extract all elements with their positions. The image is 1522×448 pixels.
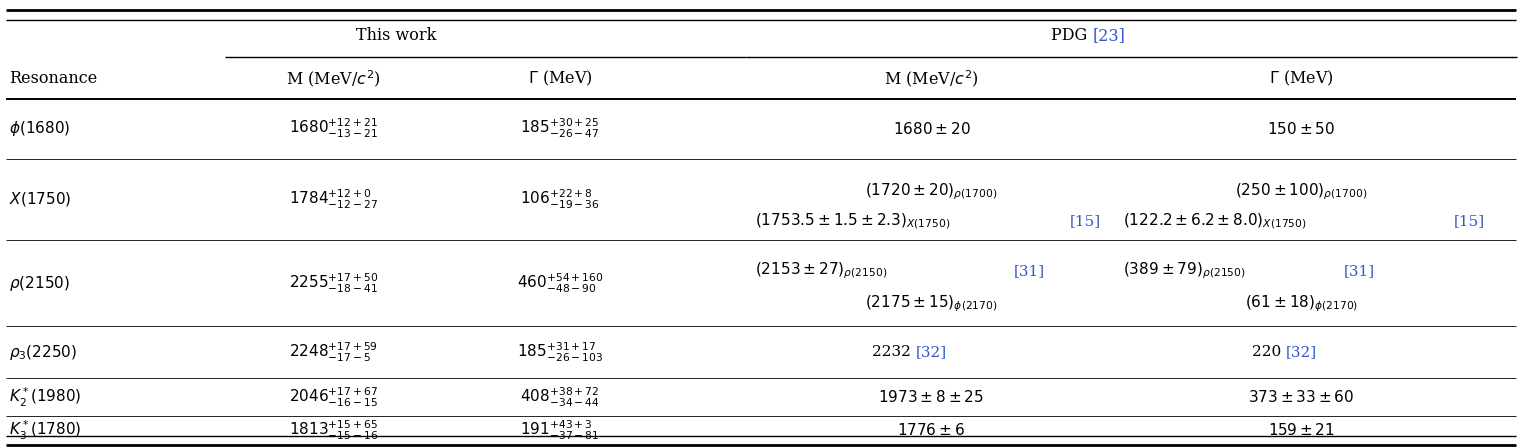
Text: $K_2^*(1980)$: $K_2^*(1980)$ xyxy=(9,385,82,409)
Text: [31]: [31] xyxy=(1014,264,1044,278)
Text: $K_3^*(1780)$: $K_3^*(1780)$ xyxy=(9,418,82,442)
Text: [31]: [31] xyxy=(1344,264,1374,278)
Text: $\Gamma$ (MeV): $\Gamma$ (MeV) xyxy=(1269,69,1333,88)
Text: [15]: [15] xyxy=(1454,214,1484,228)
Text: 220: 220 xyxy=(1253,345,1286,359)
Text: 2232: 2232 xyxy=(872,345,916,359)
Text: $(61 \pm 18)_{\phi(2170)}$: $(61 \pm 18)_{\phi(2170)}$ xyxy=(1245,293,1358,314)
Text: $373 \pm 33 \pm 60$: $373 \pm 33 \pm 60$ xyxy=(1248,389,1355,405)
Text: $1973 \pm 8 \pm 25$: $1973 \pm 8 \pm 25$ xyxy=(878,389,985,405)
Text: $191^{+43+3}_{-37-81}$: $191^{+43+3}_{-37-81}$ xyxy=(521,418,600,442)
Text: [15]: [15] xyxy=(1070,214,1100,228)
Text: $159 \pm 21$: $159 \pm 21$ xyxy=(1268,422,1335,438)
Text: $2046^{+17+67}_{-16-15}$: $2046^{+17+67}_{-16-15}$ xyxy=(289,385,377,409)
Text: $185^{+31+17}_{-26-103}$: $185^{+31+17}_{-26-103}$ xyxy=(517,340,603,364)
Text: $150 \pm 50$: $150 \pm 50$ xyxy=(1268,121,1335,137)
Text: [32]: [32] xyxy=(1286,345,1317,359)
Text: $1776 \pm 6$: $1776 \pm 6$ xyxy=(898,422,965,438)
Text: $\rho(2150)$: $\rho(2150)$ xyxy=(9,274,70,293)
Text: $106^{+22+8}_{-19-36}$: $106^{+22+8}_{-19-36}$ xyxy=(521,188,600,211)
Text: $\phi(1680)$: $\phi(1680)$ xyxy=(9,119,70,138)
Text: [23]: [23] xyxy=(1093,27,1126,44)
Text: This work: This work xyxy=(356,27,435,44)
Text: $408^{+38+72}_{-34-44}$: $408^{+38+72}_{-34-44}$ xyxy=(521,385,600,409)
Text: $1680^{+12+21}_{-13-21}$: $1680^{+12+21}_{-13-21}$ xyxy=(289,117,377,140)
Text: $(250 \pm 100)_{\rho(1700)}$: $(250 \pm 100)_{\rho(1700)}$ xyxy=(1236,181,1367,202)
Text: $(1753.5 \pm 1.5 \pm 2.3)_{X(1750)}$: $(1753.5 \pm 1.5 \pm 2.3)_{X(1750)}$ xyxy=(755,211,951,231)
Text: $(122.2 \pm 6.2 \pm 8.0)_{X(1750)}$: $(122.2 \pm 6.2 \pm 8.0)_{X(1750)}$ xyxy=(1123,211,1309,231)
Text: M (MeV/$c^2$): M (MeV/$c^2$) xyxy=(884,68,979,89)
Text: $2248^{+17+59}_{-17-5}$: $2248^{+17+59}_{-17-5}$ xyxy=(289,340,377,364)
Text: $(2153 \pm 27)_{\rho(2150)}$: $(2153 \pm 27)_{\rho(2150)}$ xyxy=(755,261,889,281)
Text: $\Gamma$ (MeV): $\Gamma$ (MeV) xyxy=(528,69,592,88)
Text: M (MeV/$c^2$): M (MeV/$c^2$) xyxy=(286,68,380,89)
Text: $1680 \pm 20$: $1680 \pm 20$ xyxy=(892,121,971,137)
Text: Resonance: Resonance xyxy=(9,70,97,87)
Text: $(389 \pm 79)_{\rho(2150)}$: $(389 \pm 79)_{\rho(2150)}$ xyxy=(1123,261,1247,281)
Text: $(1720 \pm 20)_{\rho(1700)}$: $(1720 \pm 20)_{\rho(1700)}$ xyxy=(866,181,997,202)
Text: $460^{+54+160}_{-48-90}$: $460^{+54+160}_{-48-90}$ xyxy=(517,271,603,295)
Text: PDG: PDG xyxy=(1052,27,1093,44)
Text: $X(1750)$: $X(1750)$ xyxy=(9,190,72,208)
Text: $2255^{+17+50}_{-18-41}$: $2255^{+17+50}_{-18-41}$ xyxy=(289,271,377,295)
Text: [32]: [32] xyxy=(916,345,947,359)
Text: $\rho_3(2250)$: $\rho_3(2250)$ xyxy=(9,343,78,362)
Text: $185^{+30+25}_{-26-47}$: $185^{+30+25}_{-26-47}$ xyxy=(521,117,600,140)
Text: $1813^{+15+65}_{-15-16}$: $1813^{+15+65}_{-15-16}$ xyxy=(289,418,377,442)
Text: $1784^{+12+0}_{-12-27}$: $1784^{+12+0}_{-12-27}$ xyxy=(289,188,377,211)
Text: $(2175 \pm 15)_{\phi(2170)}$: $(2175 \pm 15)_{\phi(2170)}$ xyxy=(864,293,998,314)
